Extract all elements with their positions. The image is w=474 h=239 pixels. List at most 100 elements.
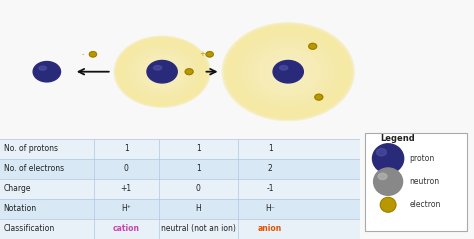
Circle shape bbox=[266, 56, 310, 88]
Circle shape bbox=[130, 48, 194, 95]
Circle shape bbox=[374, 168, 402, 195]
Circle shape bbox=[223, 23, 353, 120]
Circle shape bbox=[117, 38, 207, 105]
Circle shape bbox=[146, 60, 178, 83]
Circle shape bbox=[157, 68, 167, 75]
Bar bbox=[0, 139, 360, 159]
Text: 1: 1 bbox=[124, 144, 128, 153]
Circle shape bbox=[275, 62, 301, 81]
Circle shape bbox=[158, 69, 166, 74]
Circle shape bbox=[258, 49, 318, 94]
Circle shape bbox=[237, 33, 340, 110]
Circle shape bbox=[276, 63, 300, 80]
Circle shape bbox=[280, 65, 297, 78]
Circle shape bbox=[118, 39, 206, 104]
Circle shape bbox=[206, 52, 213, 57]
Circle shape bbox=[225, 25, 352, 119]
Circle shape bbox=[273, 60, 303, 83]
Circle shape bbox=[255, 47, 321, 97]
Text: anion: anion bbox=[258, 224, 283, 234]
Circle shape bbox=[315, 94, 323, 100]
Circle shape bbox=[230, 28, 346, 115]
Text: 1: 1 bbox=[196, 164, 201, 173]
Circle shape bbox=[256, 48, 320, 95]
Circle shape bbox=[380, 197, 396, 212]
Bar bbox=[0, 199, 360, 219]
Text: Notation: Notation bbox=[4, 204, 36, 213]
Circle shape bbox=[116, 37, 208, 106]
Circle shape bbox=[262, 52, 315, 92]
Text: cation: cation bbox=[113, 224, 139, 234]
Circle shape bbox=[248, 42, 328, 101]
Circle shape bbox=[89, 52, 97, 57]
Circle shape bbox=[283, 68, 293, 76]
Text: Charge: Charge bbox=[4, 184, 31, 193]
Text: H: H bbox=[195, 204, 201, 213]
Circle shape bbox=[273, 60, 303, 83]
Circle shape bbox=[137, 53, 188, 91]
Text: 0: 0 bbox=[196, 184, 201, 193]
Circle shape bbox=[33, 61, 61, 82]
Circle shape bbox=[243, 38, 333, 105]
Circle shape bbox=[246, 41, 330, 103]
Circle shape bbox=[144, 58, 180, 85]
Circle shape bbox=[126, 45, 199, 99]
Circle shape bbox=[235, 32, 341, 111]
Circle shape bbox=[140, 55, 184, 88]
Circle shape bbox=[133, 50, 191, 93]
Text: neutron: neutron bbox=[409, 177, 439, 186]
Circle shape bbox=[152, 65, 172, 79]
Circle shape bbox=[154, 65, 171, 78]
Circle shape bbox=[134, 51, 190, 92]
Circle shape bbox=[233, 31, 343, 113]
Circle shape bbox=[286, 71, 290, 73]
Circle shape bbox=[228, 27, 348, 116]
Text: -1: -1 bbox=[266, 184, 274, 193]
Text: neutral (not an ion): neutral (not an ion) bbox=[161, 224, 236, 234]
Circle shape bbox=[227, 26, 350, 118]
Text: 1: 1 bbox=[196, 144, 201, 153]
Circle shape bbox=[309, 43, 317, 49]
Circle shape bbox=[156, 67, 168, 76]
Ellipse shape bbox=[280, 65, 288, 70]
Circle shape bbox=[238, 35, 338, 109]
Circle shape bbox=[115, 37, 210, 107]
Circle shape bbox=[373, 144, 404, 173]
Bar bbox=[0, 159, 360, 179]
Circle shape bbox=[265, 54, 311, 89]
Text: 1: 1 bbox=[268, 144, 273, 153]
Circle shape bbox=[185, 69, 193, 75]
Circle shape bbox=[147, 61, 177, 82]
Text: H⁺: H⁺ bbox=[121, 204, 131, 213]
Circle shape bbox=[278, 64, 298, 79]
Text: Legend: Legend bbox=[380, 134, 415, 143]
Circle shape bbox=[150, 63, 174, 81]
Circle shape bbox=[160, 70, 164, 74]
Circle shape bbox=[221, 22, 355, 121]
Text: proton: proton bbox=[409, 154, 435, 163]
Circle shape bbox=[122, 42, 202, 102]
Circle shape bbox=[285, 69, 292, 74]
Text: 0: 0 bbox=[124, 164, 128, 173]
Circle shape bbox=[127, 45, 197, 98]
FancyBboxPatch shape bbox=[365, 133, 467, 231]
Circle shape bbox=[124, 44, 200, 100]
Text: 2: 2 bbox=[268, 164, 273, 173]
Text: electron: electron bbox=[409, 200, 441, 209]
Text: +1: +1 bbox=[120, 184, 132, 193]
Circle shape bbox=[282, 67, 295, 77]
Text: -: - bbox=[82, 51, 87, 57]
Circle shape bbox=[136, 52, 189, 92]
Circle shape bbox=[139, 54, 185, 89]
Circle shape bbox=[123, 43, 201, 101]
Circle shape bbox=[138, 54, 186, 90]
Text: No. of electrons: No. of electrons bbox=[4, 164, 64, 173]
Ellipse shape bbox=[154, 65, 162, 70]
Circle shape bbox=[119, 40, 205, 103]
Ellipse shape bbox=[39, 66, 46, 70]
Circle shape bbox=[240, 36, 337, 108]
Circle shape bbox=[147, 60, 177, 83]
Circle shape bbox=[252, 44, 325, 99]
Circle shape bbox=[270, 58, 307, 85]
Text: H⁻: H⁻ bbox=[265, 204, 275, 213]
